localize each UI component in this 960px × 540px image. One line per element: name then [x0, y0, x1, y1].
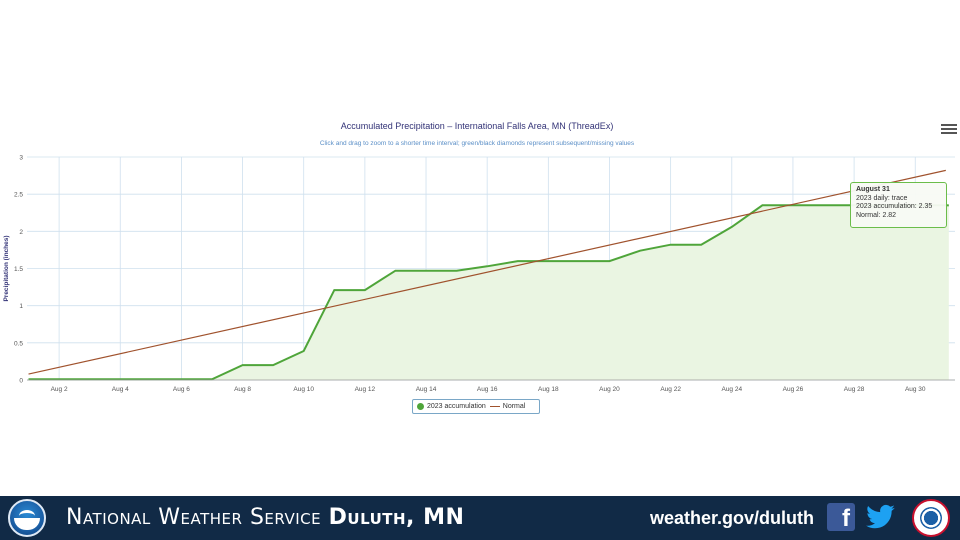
tooltip-line: 2023 daily: trace [856, 194, 908, 202]
legend-label-normal: Normal [502, 403, 526, 410]
x-tick-label: Aug 4 [112, 386, 129, 393]
legend-item-normal[interactable]: Normal [489, 403, 526, 410]
x-tick-label: Aug 10 [293, 386, 314, 393]
nws-logo[interactable] [912, 499, 950, 537]
x-tick-label: Aug 12 [355, 386, 376, 393]
x-tick-label: Aug 28 [844, 386, 865, 393]
footer-url-link[interactable]: weather.gov/duluth [650, 508, 815, 528]
y-tick-label: 1 [19, 303, 23, 310]
x-tick-label: Aug 14 [416, 386, 437, 393]
y-tick-label: 2 [19, 229, 23, 236]
legend-marker-normal [489, 406, 500, 407]
precipitation-chart[interactable]: Accumulated Precipitation – Internationa… [0, 0, 960, 496]
x-tick-label: Aug 22 [660, 386, 681, 393]
footer-title-regular: National Weather Service [66, 505, 322, 530]
legend-item-2023-accumulation[interactable]: 2023 accumulation [417, 403, 486, 410]
x-tick-label: Aug 24 [721, 386, 742, 393]
chart-area: Accumulated Precipitation – Internationa… [0, 0, 960, 496]
y-tick-label: 2.5 [14, 192, 23, 199]
chart-subtitle: Click and drag to zoom to a shorter time… [320, 140, 635, 147]
tooltip-line: Normal: 2.82 [856, 211, 897, 219]
x-tick-label: Aug 26 [783, 386, 804, 393]
tooltip-title: August 31 [856, 186, 890, 193]
y-tick-label: 0.5 [14, 340, 23, 347]
y-tick-label: 0 [19, 378, 23, 385]
x-tick-label: Aug 2 [51, 386, 68, 393]
chart-legend: 2023 accumulation Normal [412, 399, 540, 414]
x-tick-label: Aug 16 [477, 386, 498, 393]
legend-marker-accumulation [417, 403, 424, 410]
x-tick-label: Aug 30 [905, 386, 926, 393]
footer-banner: National Weather Service Duluth, MN weat… [0, 496, 960, 540]
legend-label-accumulation: 2023 accumulation [427, 403, 486, 410]
chart-tooltip: August 31 2023 daily: trace 2023 accumul… [850, 182, 947, 228]
chart-title: Accumulated Precipitation – Internationa… [341, 121, 614, 131]
normal-line [28, 169, 946, 375]
footer-title: National Weather Service Duluth, MN [66, 505, 464, 530]
tooltip-line: 2023 accumulation: 2.35 [856, 203, 933, 210]
footer-title-office: Duluth, MN [328, 505, 465, 530]
chart-menu-icon[interactable] [941, 122, 957, 136]
x-tick-label: Aug 6 [173, 386, 190, 393]
accumulation-line [28, 204, 949, 381]
x-tick-label: Aug 18 [538, 386, 559, 393]
accumulation-area [28, 205, 949, 380]
noaa-logo[interactable] [8, 499, 46, 537]
facebook-icon[interactable]: f [827, 503, 855, 532]
y-tick-label: 3 [19, 155, 23, 162]
twitter-icon[interactable] [865, 502, 897, 532]
y-tick-label: 1.5 [14, 266, 23, 273]
x-tick-label: Aug 8 [234, 386, 251, 393]
y-axis-label: Precipitation (inches) [3, 235, 10, 301]
x-tick-label: Aug 20 [599, 386, 620, 393]
